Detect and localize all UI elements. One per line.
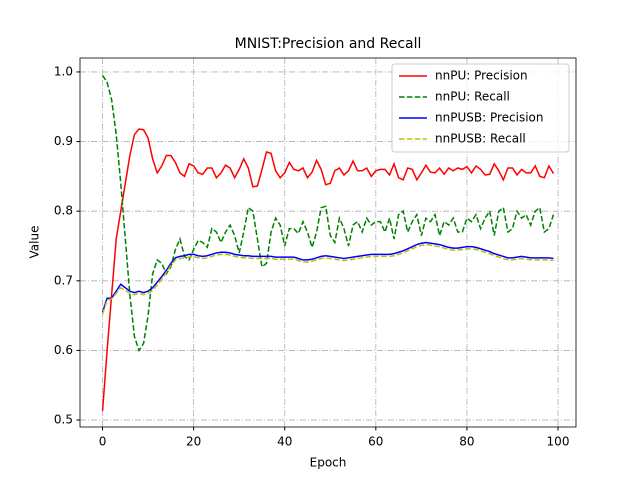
plot-frame xyxy=(79,57,577,428)
y-tick-label: 1.0 xyxy=(54,64,73,78)
y-axis-label: Value xyxy=(28,226,42,259)
x-tick-label: 40 xyxy=(277,435,292,449)
x-axis-label: Epoch xyxy=(310,456,347,470)
x-tick-label: 20 xyxy=(186,435,201,449)
x-tick-label: 100 xyxy=(547,435,570,449)
legend-label: nnPUSB: Precision xyxy=(435,111,543,125)
x-tick-label: 0 xyxy=(99,435,107,449)
y-tick-label: 0.9 xyxy=(54,134,73,148)
series-line xyxy=(101,241,554,313)
y-tick-label: 0.6 xyxy=(54,343,73,357)
x-tick-label: 80 xyxy=(459,435,474,449)
series-line xyxy=(101,128,555,412)
series-line xyxy=(101,243,554,315)
legend-box xyxy=(391,63,570,153)
x-tick-label: 60 xyxy=(368,435,383,449)
y-tick-label: 0.5 xyxy=(54,413,73,427)
y-tick-label: 0.8 xyxy=(54,204,73,218)
legend-label: nnPU: Precision xyxy=(435,69,528,83)
y-tick-label: 0.7 xyxy=(54,273,73,287)
chart-title: MNIST:Precision and Recall xyxy=(235,36,422,52)
legend-label: nnPUSB: Recall xyxy=(435,132,526,146)
series-line xyxy=(101,74,555,353)
legend-label: nnPU: Recall xyxy=(435,90,510,104)
